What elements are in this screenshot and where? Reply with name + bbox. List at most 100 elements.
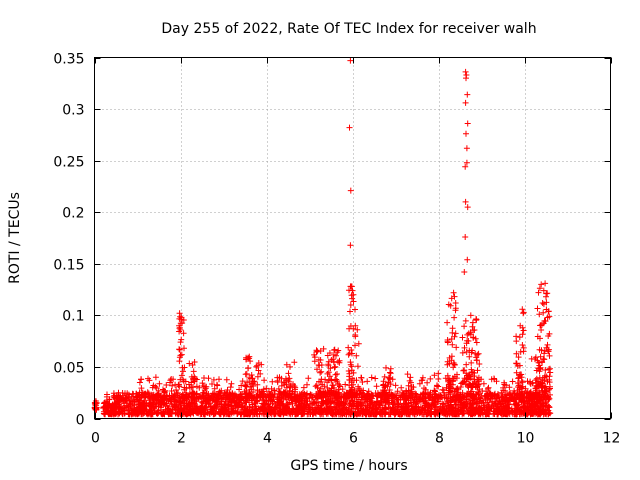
data-point <box>500 404 507 411</box>
data-point <box>328 389 335 395</box>
data-point <box>536 285 543 292</box>
data-point <box>348 379 355 386</box>
data-point <box>370 392 377 399</box>
data-point <box>544 314 551 321</box>
data-point <box>452 411 459 418</box>
data-point <box>414 410 421 417</box>
data-point <box>109 407 115 414</box>
data-point <box>355 383 362 390</box>
data-point <box>348 392 355 399</box>
data-point <box>350 291 357 298</box>
data-point <box>275 395 282 402</box>
data-point <box>515 354 522 361</box>
data-point <box>365 388 372 395</box>
data-point <box>521 409 528 416</box>
data-point <box>351 391 358 398</box>
data-point <box>261 393 267 400</box>
data-point <box>449 341 456 348</box>
data-point <box>535 289 542 296</box>
data-point <box>245 365 252 371</box>
data-point <box>116 404 123 411</box>
data-point <box>343 407 350 414</box>
data-point <box>463 361 470 368</box>
data-point <box>349 375 356 382</box>
data-point <box>254 373 261 380</box>
data-point <box>129 390 136 397</box>
data-point <box>149 384 156 391</box>
plot-frame <box>94 57 611 419</box>
data-point <box>128 407 135 414</box>
data-point <box>236 386 243 393</box>
data-point <box>139 400 146 407</box>
data-point <box>254 387 261 394</box>
data-point <box>160 388 167 394</box>
data-point <box>190 368 197 375</box>
data-point <box>419 406 426 412</box>
data-point <box>154 410 161 417</box>
data-point <box>365 409 372 416</box>
data-point <box>468 359 475 366</box>
data-point <box>448 295 455 302</box>
data-point <box>191 390 197 397</box>
data-point <box>473 354 480 361</box>
data-point <box>464 91 471 98</box>
data-point <box>392 408 399 415</box>
data-point <box>211 385 218 392</box>
data-point <box>427 375 434 382</box>
data-point <box>446 389 452 396</box>
data-point <box>333 392 340 399</box>
data-point <box>163 382 170 388</box>
data-point <box>110 390 117 397</box>
data-point <box>340 399 347 406</box>
data-point <box>200 389 207 396</box>
data-point <box>339 410 346 417</box>
data-point <box>286 387 293 394</box>
data-point <box>515 375 522 382</box>
data-point <box>228 380 235 387</box>
data-point <box>387 375 394 382</box>
data-point <box>446 360 453 367</box>
data-point <box>348 405 355 412</box>
data-point <box>444 411 451 418</box>
data-point <box>167 409 174 416</box>
data-point <box>355 410 362 417</box>
data-point <box>320 345 327 352</box>
data-point <box>407 379 414 386</box>
data-point <box>411 407 418 414</box>
data-point <box>149 405 156 412</box>
data-point <box>312 406 319 412</box>
data-point <box>117 395 124 402</box>
data-point <box>243 370 250 377</box>
data-point <box>275 410 282 417</box>
data-point <box>484 397 491 403</box>
data-point <box>462 68 469 75</box>
data-point <box>168 388 175 394</box>
data-point <box>529 380 536 387</box>
data-point <box>253 363 260 370</box>
data-point <box>246 378 253 385</box>
data-point <box>460 393 467 400</box>
data-point <box>520 344 527 351</box>
data-point <box>431 391 438 398</box>
data-point <box>408 386 415 393</box>
data-point <box>466 373 473 380</box>
data-point <box>538 347 545 354</box>
data-point <box>348 384 355 391</box>
data-point <box>434 394 441 401</box>
data-point <box>252 397 259 404</box>
data-point <box>252 406 259 413</box>
data-point <box>131 398 138 405</box>
data-point <box>332 363 339 370</box>
data-point <box>176 383 183 390</box>
data-point <box>358 374 365 381</box>
data-point <box>393 394 400 401</box>
data-point <box>540 309 547 316</box>
data-point <box>530 401 536 408</box>
data-point <box>189 362 196 368</box>
data-point <box>547 383 553 390</box>
data-point <box>546 386 553 393</box>
data-point <box>335 380 341 387</box>
data-point <box>153 393 160 400</box>
data-point <box>126 411 133 418</box>
data-point <box>254 381 261 388</box>
